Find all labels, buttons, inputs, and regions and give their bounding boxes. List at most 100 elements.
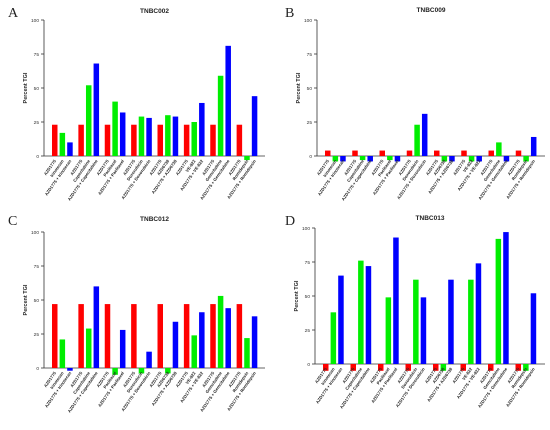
bar-single-agent-partner [330, 312, 337, 364]
bar-combination [421, 113, 428, 156]
bar-single-agent-azd1775 [210, 124, 216, 156]
bar-single-agent-partner [244, 338, 250, 368]
y-tick-label: 50 [34, 298, 40, 304]
chart-title: TNBC012 [140, 216, 169, 223]
bar-single-agent-partner [165, 115, 171, 156]
y-tick-label: 75 [34, 52, 40, 58]
bar-single-agent-azd1775 [104, 304, 111, 368]
bar-single-agent-azd1775 [236, 124, 243, 156]
bar-single-agent-azd1775 [405, 364, 411, 371]
y-tick-label: 25 [34, 120, 40, 126]
bar-single-agent-azd1775 [78, 304, 84, 368]
y-tick-label: 75 [307, 52, 313, 58]
bar-single-agent-partner [191, 335, 197, 368]
y-tick-label: 0 [36, 154, 39, 160]
panel-c: C TNBC012 0 25 50 75 100 Percent TGI AZD1775 Iri… [0, 212, 275, 425]
bar-single-agent-azd1775 [157, 124, 163, 156]
bar-single-agent-partner [441, 156, 448, 162]
bar-combination [146, 117, 152, 156]
bar-single-agent-azd1775 [131, 124, 137, 156]
bar-single-agent-azd1775 [323, 364, 329, 371]
chart-title: TNBC002 [140, 8, 169, 15]
bar-single-agent-partner [523, 156, 529, 162]
bar-single-agent-azd1775 [104, 124, 111, 156]
bar-combination [448, 279, 454, 364]
bar-single-agent-azd1775 [379, 150, 385, 156]
y-tick-label: 0 [309, 154, 312, 160]
bar-single-agent-azd1775 [460, 364, 466, 371]
bar-combination [225, 45, 231, 157]
bar-single-agent-partner [59, 132, 66, 156]
y-tick-label: 100 [31, 230, 39, 236]
bar-combination [530, 293, 537, 364]
y-tick-label: 25 [305, 328, 311, 334]
bar-combination [67, 142, 73, 156]
y-axis-label: Percent TGI [294, 280, 300, 311]
bar-single-agent-azd1775 [488, 150, 494, 156]
bar-combination [476, 156, 482, 162]
bar-single-agent-partner [112, 368, 118, 375]
bar-combination [199, 312, 205, 368]
bar-single-agent-partner [85, 85, 92, 156]
bar-combination [365, 266, 372, 364]
bar-combination [503, 232, 509, 364]
bar-single-agent-partner [332, 156, 339, 162]
y-tick-label: 75 [305, 260, 311, 266]
y-tick-label: 50 [34, 86, 40, 92]
bar-combination [93, 286, 100, 368]
bar-combination [394, 156, 401, 162]
bar-combination [119, 112, 126, 156]
bar-single-agent-azd1775 [325, 150, 331, 156]
bar-combination [393, 237, 399, 364]
bar-single-agent-azd1775 [131, 304, 137, 368]
bar-combination [503, 156, 510, 162]
y-axis-label: Percent TGI [296, 72, 302, 103]
y-tick-label: 50 [305, 294, 311, 300]
bar-single-agent-partner [358, 260, 364, 364]
bar-single-agent-azd1775 [515, 150, 522, 156]
bar-combination [530, 136, 537, 156]
bar-single-agent-azd1775 [434, 150, 440, 156]
bar-single-agent-partner [359, 156, 366, 161]
bar-combination [67, 368, 73, 371]
bar-single-agent-azd1775 [433, 364, 439, 371]
bar-combination [475, 263, 482, 364]
bar-single-agent-azd1775 [236, 304, 243, 368]
y-tick-label: 25 [34, 332, 40, 338]
bar-single-agent-azd1775 [183, 304, 190, 368]
bar-single-agent-azd1775 [350, 364, 356, 371]
bar-combination [420, 297, 427, 364]
y-tick-label: 0 [36, 366, 39, 372]
chart-title: TNBC009 [417, 7, 446, 14]
bar-combination [340, 156, 346, 162]
bar-single-agent-azd1775 [515, 364, 521, 371]
bar-single-agent-partner [387, 156, 393, 161]
bar-single-agent-partner [385, 297, 392, 364]
bar-combination [199, 102, 205, 156]
bar-single-agent-partner [523, 364, 529, 371]
bar-combination [93, 63, 100, 156]
panel-a: A TNBC002 0 25 50 75 100 Percent TGI AZD1775 Iri… [0, 0, 275, 212]
bar-single-agent-partner [138, 368, 145, 374]
bar-single-agent-partner [440, 364, 447, 371]
bar-combination [172, 116, 179, 156]
bar-combination [251, 316, 258, 368]
panel-letter-b: B [285, 6, 295, 21]
panel-letter-d: D [285, 214, 296, 229]
bar-single-agent-partner [244, 156, 250, 161]
bar-single-agent-partner [59, 339, 66, 368]
bar-single-agent-azd1775 [488, 364, 494, 371]
bar-single-agent-partner [413, 279, 419, 364]
bar-single-agent-azd1775 [157, 304, 163, 368]
bar-combination [225, 308, 231, 368]
y-axis-label: Percent TGI [23, 284, 29, 315]
bar-combination [338, 275, 344, 364]
chart-title: TNBC013 [416, 215, 445, 222]
bar-combination [119, 329, 126, 368]
bar-single-agent-azd1775 [52, 124, 58, 156]
y-tick-label: 100 [302, 226, 310, 232]
